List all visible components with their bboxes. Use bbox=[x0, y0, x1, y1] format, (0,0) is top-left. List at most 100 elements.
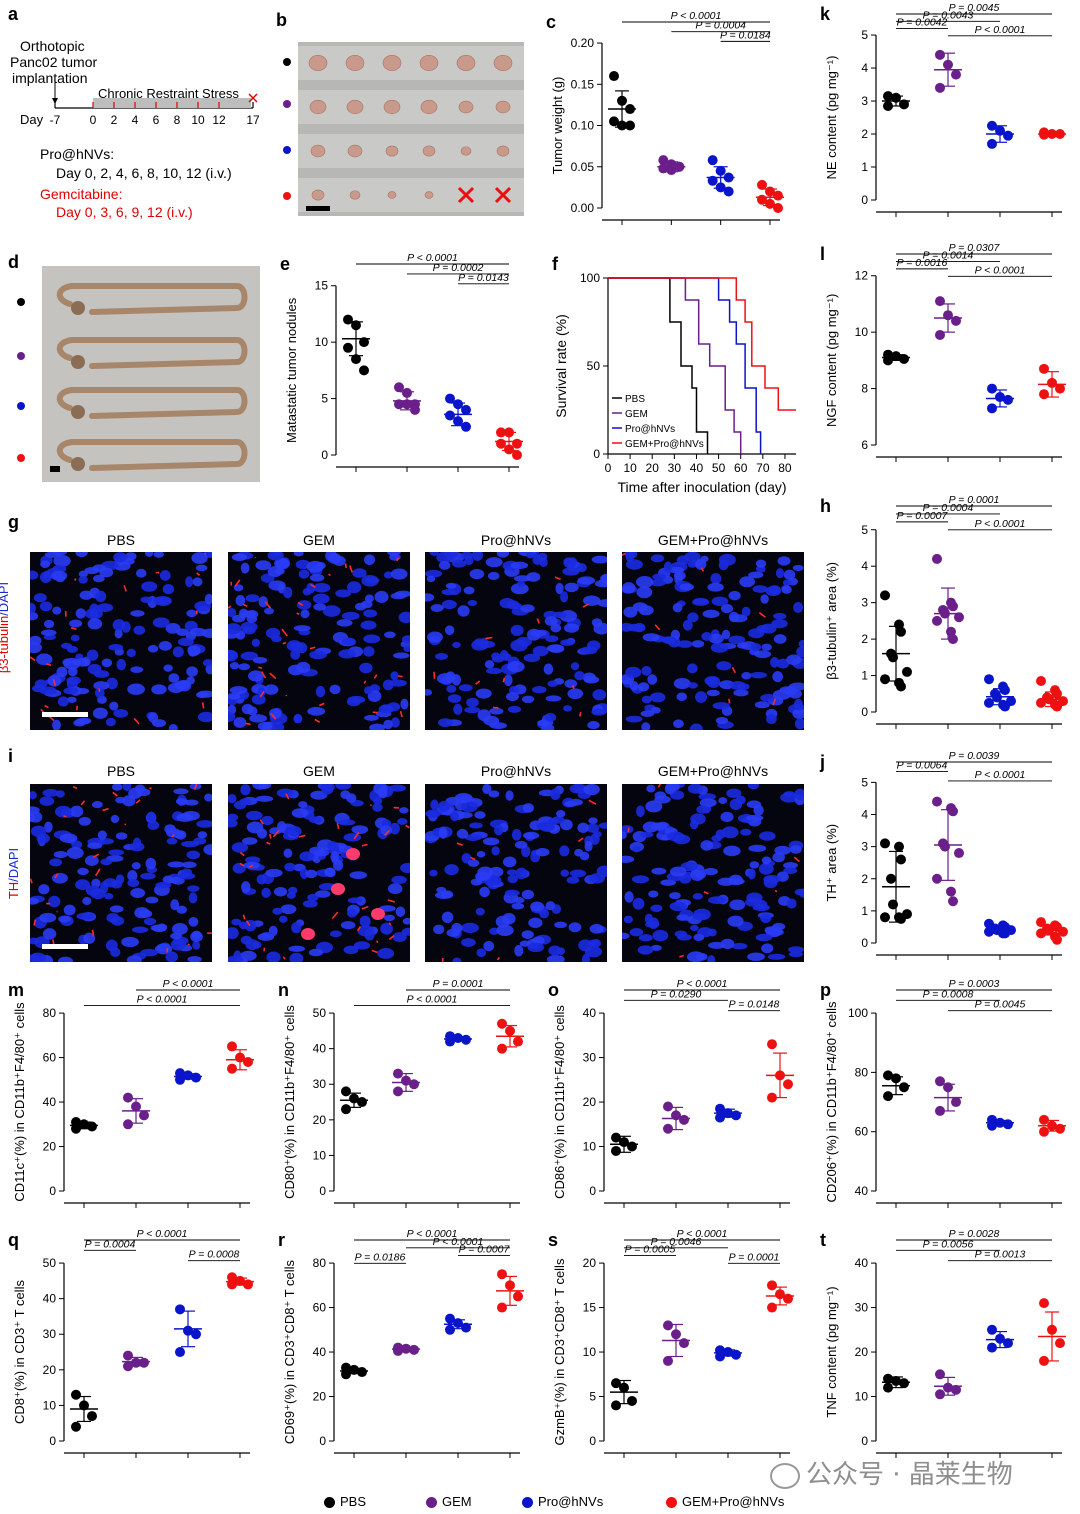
data-point bbox=[341, 1104, 351, 1114]
axis-label: Tumor weight (g) bbox=[550, 77, 565, 175]
tick-label: 40 bbox=[313, 1345, 327, 1359]
micro-image-g-2 bbox=[228, 552, 410, 730]
p-value: P = 0.0045 bbox=[975, 999, 1026, 1011]
p-value: P = 0.0039 bbox=[949, 750, 1000, 762]
data-point bbox=[191, 1329, 201, 1339]
data-point bbox=[1036, 676, 1046, 686]
tick-label: 20 bbox=[313, 1390, 327, 1404]
data-point bbox=[227, 1064, 237, 1074]
data-point bbox=[123, 1351, 133, 1361]
tick-label: 12 bbox=[855, 269, 869, 283]
data-point bbox=[783, 1079, 793, 1089]
tick-label: 4 bbox=[861, 808, 868, 822]
data-point bbox=[71, 1422, 81, 1432]
data-point bbox=[513, 1291, 523, 1301]
tick-label: 40 bbox=[690, 461, 704, 475]
tick-label: 5 bbox=[861, 523, 868, 537]
data-point bbox=[880, 838, 890, 848]
axis-label: CD69⁺(%) in CD3⁺CD8⁺ T cells bbox=[282, 1259, 297, 1444]
tick-label: 40 bbox=[855, 1184, 869, 1198]
legend-dot-gem bbox=[426, 1497, 437, 1508]
tick-label: 0 bbox=[861, 193, 868, 207]
data-point bbox=[896, 627, 906, 637]
data-point bbox=[935, 330, 945, 340]
tick-label: 0.10 bbox=[571, 119, 595, 133]
tick-label: 40 bbox=[43, 1095, 57, 1109]
data-point bbox=[757, 180, 767, 190]
data-point bbox=[946, 887, 956, 897]
tick-label: 20 bbox=[646, 461, 660, 475]
data-point bbox=[899, 354, 909, 364]
data-point bbox=[497, 1044, 507, 1054]
data-point bbox=[175, 1304, 185, 1314]
tick-label: 6 bbox=[861, 438, 868, 452]
p-value: P = 0.0016 bbox=[897, 257, 948, 269]
group-dot bbox=[283, 58, 291, 66]
axis-label: NGF content (pg mg⁻¹) bbox=[824, 294, 839, 427]
scale-bar bbox=[42, 712, 88, 717]
micro-image-g-3 bbox=[425, 552, 607, 730]
data-point bbox=[1039, 1298, 1049, 1308]
tick-label: 20 bbox=[583, 1256, 597, 1270]
watermark: 公众号 · 晶莱生物 bbox=[770, 1454, 1013, 1491]
tick-label: 20 bbox=[43, 1363, 57, 1377]
group-dot bbox=[17, 402, 25, 410]
data-point bbox=[896, 854, 906, 864]
tick-label: 50 bbox=[587, 359, 601, 373]
data-point bbox=[984, 674, 994, 684]
data-point bbox=[409, 1079, 419, 1089]
data-point bbox=[611, 1146, 621, 1156]
tick-label: 2 bbox=[861, 872, 868, 886]
panel-letter: j bbox=[819, 752, 825, 772]
tick-label: 1 bbox=[861, 669, 868, 683]
tick-label: 0 bbox=[589, 1434, 596, 1448]
legend: PBS GEM Pro@hNVs GEM+Pro@hNVs bbox=[320, 1494, 820, 1514]
data-point bbox=[609, 71, 619, 81]
micro-title: GEM+Pro@hNVs bbox=[622, 763, 804, 779]
data-point bbox=[880, 674, 890, 684]
data-point bbox=[932, 874, 942, 884]
p-value: P < 0.0001 bbox=[137, 1228, 188, 1240]
data-point bbox=[663, 1101, 673, 1111]
tick-label: 2 bbox=[861, 127, 868, 141]
tick-label: 10 bbox=[43, 1398, 57, 1412]
data-point bbox=[987, 403, 997, 413]
data-point bbox=[783, 1294, 793, 1304]
tick-label: 0 bbox=[861, 1434, 868, 1448]
data-point bbox=[932, 797, 942, 807]
data-point bbox=[886, 874, 896, 884]
panel-letter: f bbox=[552, 254, 559, 274]
p-value: P = 0.0007 bbox=[897, 510, 949, 522]
axis-label: Survival rate (%) bbox=[553, 314, 569, 417]
tick-label: 0 bbox=[321, 448, 328, 462]
data-point bbox=[625, 121, 635, 131]
wechat-icon bbox=[770, 1463, 800, 1489]
tick-label: 20 bbox=[583, 1095, 597, 1109]
legend-dot-pbs bbox=[324, 1497, 335, 1508]
data-point bbox=[71, 1390, 81, 1400]
p-value: P = 0.0186 bbox=[355, 1251, 406, 1263]
legend-dot-combo bbox=[666, 1497, 677, 1508]
tick-label: 60 bbox=[43, 1051, 57, 1065]
p-value: P = 0.0143 bbox=[458, 272, 509, 284]
data-point bbox=[497, 1269, 507, 1279]
tick-label: 50 bbox=[712, 461, 726, 475]
data-point bbox=[497, 1019, 507, 1029]
legend-label: GEM bbox=[625, 409, 648, 420]
tick-label: 0 bbox=[49, 1434, 56, 1448]
data-point bbox=[627, 1142, 637, 1152]
data-point bbox=[679, 1115, 689, 1125]
data-point bbox=[767, 1303, 777, 1313]
data-point bbox=[513, 1037, 523, 1047]
group-dot bbox=[17, 352, 25, 360]
p-value: P = 0.0001 bbox=[729, 1251, 780, 1263]
micro-image-g-4 bbox=[622, 552, 804, 730]
panel-letter: c bbox=[546, 12, 556, 32]
tick-label: 3 bbox=[861, 94, 868, 108]
data-point bbox=[627, 1396, 637, 1406]
